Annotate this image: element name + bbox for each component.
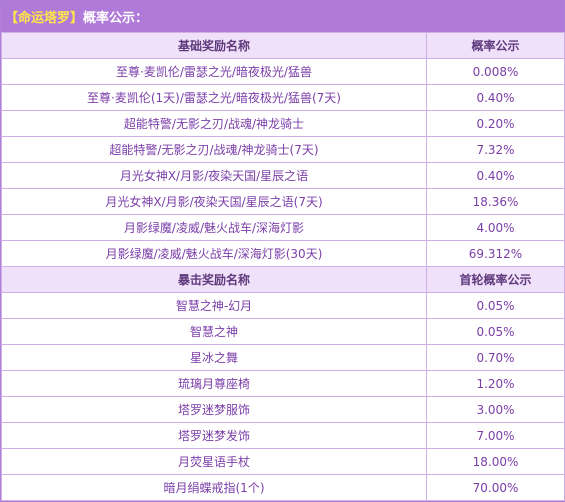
reward-prob: 70.00%: [426, 474, 565, 501]
table-row: 塔罗迷梦发饰 7.00%: [1, 422, 565, 449]
title-suffix: 概率公示：: [83, 11, 149, 26]
reward-prob: 0.40%: [426, 84, 565, 111]
crit-name-header: 暴击奖励名称: [1, 266, 427, 293]
reward-name: 超能特警/无影之刃/战魂/神龙骑士: [1, 110, 427, 137]
reward-name: 琉璃月尊座椅: [1, 370, 427, 397]
reward-name: 月光女神X/月影/夜染天国/星辰之语(7天): [1, 188, 427, 215]
reward-name: 月光女神X/月影/夜染天国/星辰之语: [1, 162, 427, 189]
reward-name: 塔罗迷梦服饰: [1, 396, 427, 423]
reward-name: 至尊·麦凯伦(1天)/雷瑟之光/暗夜极光/猛兽(7天): [1, 84, 427, 111]
basic-name-header: 基础奖励名称: [1, 32, 427, 59]
reward-name: 塔罗迷梦发饰: [1, 422, 427, 449]
table-row: 至尊·麦凯伦/雷瑟之光/暗夜极光/猛兽 0.008%: [1, 58, 565, 85]
reward-name: 月影绿魔/凌威/魅火战车/深海灯影(30天): [1, 240, 427, 267]
event-name: 【命运塔罗】: [5, 11, 84, 26]
reward-name: 暗月绢蝶戒指(1个): [1, 474, 427, 501]
table-row: 月荧星语手杖 18.00%: [1, 448, 565, 475]
title-bar: 【命运塔罗】 概率公示：: [1, 1, 564, 32]
reward-prob: 0.008%: [426, 58, 565, 85]
reward-name: 月影绿魔/凌威/魅火战车/深海灯影: [1, 214, 427, 241]
table-row: 智慧之神 0.05%: [1, 318, 565, 345]
table-row: 超能特警/无影之刃/战魂/神龙骑士 0.20%: [1, 110, 565, 137]
table-row: 智慧之神-幻月 0.05%: [1, 292, 565, 319]
reward-prob: 7.32%: [426, 136, 565, 163]
table-row: 琉璃月尊座椅 1.20%: [1, 370, 565, 397]
reward-name: 智慧之神-幻月: [1, 292, 427, 319]
table-row: 塔罗迷梦服饰 3.00%: [1, 396, 565, 423]
reward-prob: 0.70%: [426, 344, 565, 371]
reward-name: 至尊·麦凯伦/雷瑟之光/暗夜极光/猛兽: [1, 58, 427, 85]
table-row: 超能特警/无影之刃/战魂/神龙骑士(7天) 7.32%: [1, 136, 565, 163]
reward-name: 智慧之神: [1, 318, 427, 345]
table-row: 月光女神X/月影/夜染天国/星辰之语(7天) 18.36%: [1, 188, 565, 215]
reward-prob: 0.05%: [426, 292, 565, 319]
reward-prob: 18.00%: [426, 448, 565, 475]
reward-prob: 4.00%: [426, 214, 565, 241]
table-row: 月影绿魔/凌威/魅火战车/深海灯影(30天) 69.312%: [1, 240, 565, 267]
reward-prob: 3.00%: [426, 396, 565, 423]
reward-prob: 0.05%: [426, 318, 565, 345]
reward-prob: 0.20%: [426, 110, 565, 137]
table-row: 暗月绢蝶戒指(1个) 70.00%: [1, 474, 565, 501]
reward-prob: 69.312%: [426, 240, 565, 267]
reward-name: 星冰之舞: [1, 344, 427, 371]
table-row: 星冰之舞 0.70%: [1, 344, 565, 371]
crit-header-row: 暴击奖励名称 首轮概率公示: [1, 266, 565, 293]
reward-prob: 0.40%: [426, 162, 565, 189]
basic-header-row: 基础奖励名称 概率公示: [1, 32, 565, 59]
basic-prob-header: 概率公示: [426, 32, 565, 59]
reward-prob: 1.20%: [426, 370, 565, 397]
probability-table: 基础奖励名称 概率公示 至尊·麦凯伦/雷瑟之光/暗夜极光/猛兽 0.008% 至尊…: [1, 32, 565, 501]
reward-name: 月荧星语手杖: [1, 448, 427, 475]
reward-prob: 18.36%: [426, 188, 565, 215]
table-row: 月光女神X/月影/夜染天国/星辰之语 0.40%: [1, 162, 565, 189]
reward-name: 超能特警/无影之刃/战魂/神龙骑士(7天): [1, 136, 427, 163]
table-row: 至尊·麦凯伦(1天)/雷瑟之光/暗夜极光/猛兽(7天) 0.40%: [1, 84, 565, 111]
crit-prob-header: 首轮概率公示: [426, 266, 565, 293]
table-row: 月影绿魔/凌威/魅火战车/深海灯影 4.00%: [1, 214, 565, 241]
reward-prob: 7.00%: [426, 422, 565, 449]
